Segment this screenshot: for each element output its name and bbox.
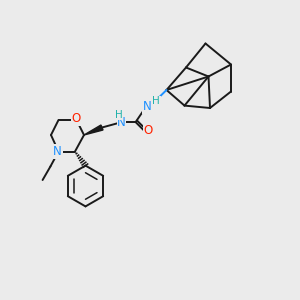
- Text: H: H: [152, 96, 160, 106]
- Polygon shape: [84, 125, 103, 135]
- Text: O: O: [72, 112, 81, 125]
- Text: N: N: [53, 145, 62, 158]
- Text: N: N: [117, 116, 126, 129]
- Text: N: N: [142, 100, 152, 113]
- Text: H: H: [115, 110, 122, 120]
- Text: O: O: [143, 124, 152, 137]
